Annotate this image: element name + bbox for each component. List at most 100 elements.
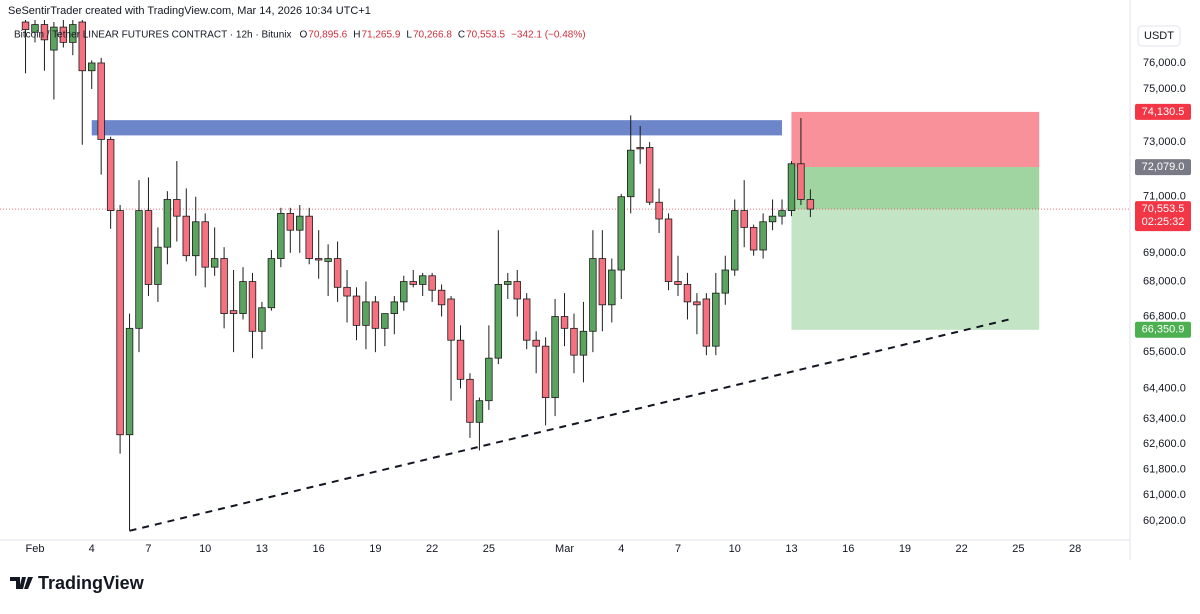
x-tick-label: 19 [899, 543, 911, 555]
candle-body [154, 246, 162, 285]
candle-body [560, 316, 569, 329]
resistance-zone [91, 120, 783, 136]
candle-body [589, 258, 597, 332]
candle-body [314, 258, 323, 261]
x-tick-label: 22 [426, 543, 438, 555]
y-tick-label: 61,800.0 [1143, 463, 1186, 475]
logo-icon [10, 577, 33, 589]
ohlc-key: L [406, 30, 412, 41]
candle-body [362, 301, 370, 326]
candle-body [21, 21, 30, 31]
candle-body [541, 345, 550, 399]
ohlc-value: 70,895.6 [308, 30, 347, 41]
candle-body [485, 357, 493, 402]
ohlc-key: H [353, 30, 360, 41]
entry-label: 72,079.0 [1142, 161, 1185, 173]
plot-area [0, 20, 1130, 532]
candle-body [655, 201, 663, 220]
last-price-box [1135, 201, 1191, 232]
candle-body [768, 215, 777, 223]
y-tick-label: 73,000.0 [1143, 136, 1186, 148]
candle-body [286, 212, 295, 231]
x-tick-label: 4 [618, 543, 624, 555]
candle-body [163, 199, 172, 248]
target-box [1135, 321, 1191, 338]
x-tick-label: 13 [256, 543, 268, 555]
y-tick-label: 76,000.0 [1143, 57, 1186, 69]
candle-body [504, 281, 512, 285]
candle-body [683, 284, 692, 303]
target-zone [791, 167, 1040, 330]
candle-body [296, 215, 304, 231]
ohlc-value: 71,265.9 [361, 30, 400, 41]
candle-body [674, 281, 682, 285]
candle-body [617, 196, 625, 271]
x-tick-label: 7 [675, 543, 681, 555]
candle-body [551, 316, 559, 399]
candle-body [305, 215, 313, 259]
credit: SeSentirTrader created with TradingView.… [8, 5, 371, 17]
candle-body [400, 281, 408, 303]
candle-body [192, 221, 200, 257]
candle-body [173, 199, 181, 217]
y-tick-label: 65,600.0 [1143, 346, 1186, 358]
candle-body [475, 400, 484, 423]
x-tick-label: 16 [313, 543, 325, 555]
candle-body [702, 298, 711, 347]
candle-body [40, 24, 49, 41]
overlay: 74,130.5 72,079.0 66,350.9 70,553.502:25:32 [1135, 103, 1191, 338]
candle-body [88, 62, 96, 72]
candle-body [645, 147, 654, 203]
candle-body [201, 221, 209, 268]
candle-body [135, 210, 143, 329]
candle-body [31, 24, 39, 33]
x-tick-label: 4 [89, 543, 95, 555]
x-tick-label: 13 [785, 543, 797, 555]
candle-body [239, 281, 247, 314]
y-tick-label: 61,000.0 [1143, 489, 1186, 501]
candle-body [352, 295, 361, 326]
candle-body [797, 163, 805, 200]
x-tick-label: 25 [1012, 543, 1024, 555]
candle-body [627, 149, 635, 198]
y-tick-label: 68,000.0 [1143, 275, 1186, 287]
y-tick-label: 64,400.0 [1143, 382, 1186, 394]
candle-body [456, 339, 465, 380]
candle-body [598, 258, 607, 306]
candle-body [513, 281, 521, 300]
candle-body [390, 301, 399, 314]
candle-body [721, 269, 729, 294]
candle-body [787, 163, 796, 211]
ohlc-key: O [300, 30, 308, 41]
candle-body [409, 281, 417, 285]
candle-body [210, 258, 219, 268]
candle-body [579, 330, 588, 356]
candle-body [59, 26, 68, 43]
candle-body [229, 310, 238, 314]
x-tick-label: 19 [369, 543, 381, 555]
candle-body [144, 210, 153, 285]
candle-body [664, 218, 673, 282]
x-tick-label: 25 [483, 543, 495, 555]
candle-body [381, 313, 389, 329]
candle-body [428, 275, 436, 291]
candle-body [806, 199, 815, 210]
symbol: Bitcoin / Tether LINEAR FUTURES CONTRACT… [14, 30, 292, 41]
ohlc-key: C [458, 30, 465, 41]
y-tick-label: 71,000.0 [1143, 191, 1186, 203]
currency[interactable]: USDT [1144, 30, 1174, 42]
candle-body [258, 307, 266, 332]
currency-button[interactable] [1137, 25, 1181, 47]
candle-body [248, 281, 257, 332]
candle-body [532, 339, 540, 347]
x-tick-label: 22 [956, 543, 968, 555]
y-tick-label: 66,800.0 [1143, 310, 1186, 322]
x-tick-label: 28 [1069, 543, 1081, 555]
candle-body [97, 62, 105, 140]
stop-label: 74,130.5 [1142, 106, 1185, 118]
candle-body [447, 298, 455, 341]
y-tick-label: 63,400.0 [1143, 413, 1186, 425]
candle-body [608, 269, 616, 306]
candle-body [418, 275, 427, 285]
candle-body [740, 210, 748, 228]
